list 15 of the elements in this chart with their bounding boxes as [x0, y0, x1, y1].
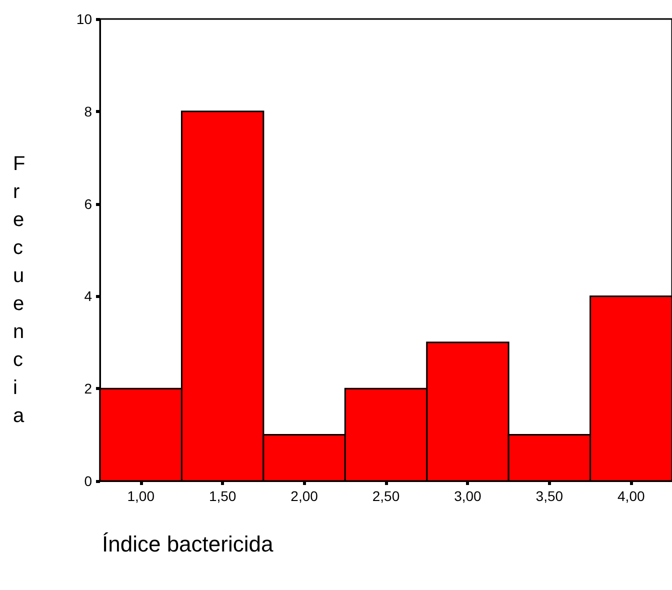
x-tick-label: 2,50 — [372, 488, 400, 504]
x-tick-label: 2,00 — [290, 488, 318, 504]
y-tick-label: 8 — [84, 103, 92, 120]
x-tick-label: 3,00 — [454, 488, 482, 504]
y-tick-label: 2 — [84, 380, 92, 397]
y-tick-label: 10 — [76, 11, 92, 27]
x-tick-label: 3,50 — [536, 488, 564, 504]
x-tick-label: 4,00 — [618, 488, 645, 504]
x-tick-label: 1,00 — [127, 488, 155, 504]
text: Frecuencia — [13, 153, 26, 427]
y-tick-label: 0 — [84, 473, 92, 489]
x-axis-title: Índice bactericida — [102, 532, 274, 556]
y-tick-label: 6 — [84, 196, 92, 212]
y-tick-label: 4 — [84, 288, 92, 304]
x-tick-label: 1,50 — [208, 488, 236, 504]
